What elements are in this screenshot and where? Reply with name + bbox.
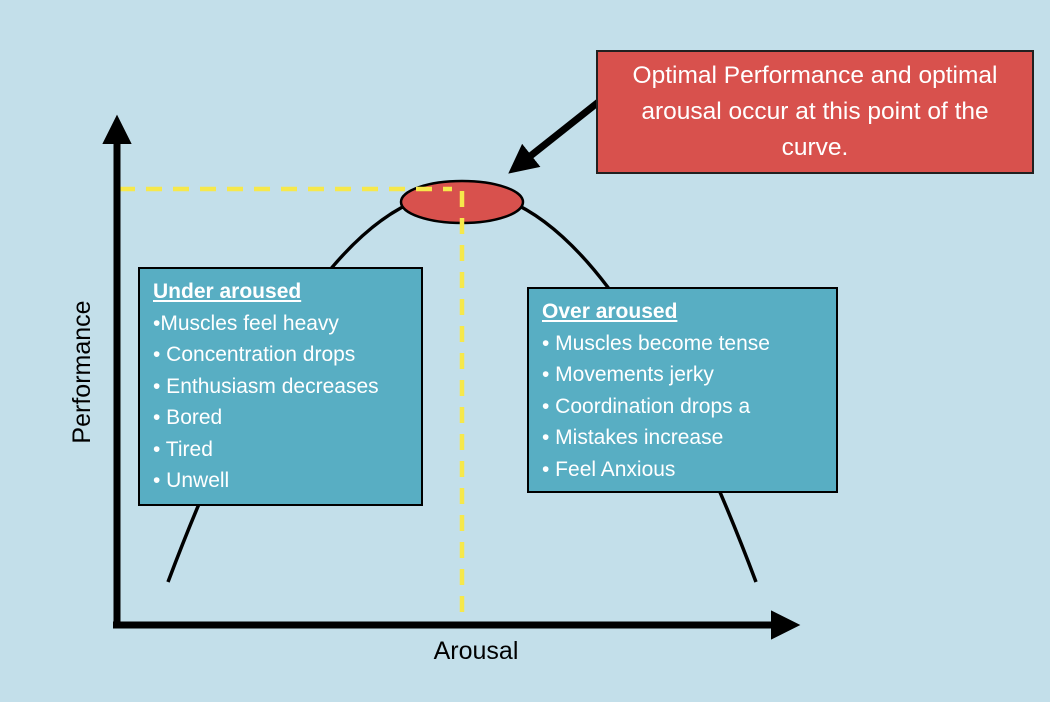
under-aroused-item: •Muscles feel heavy [153,311,339,335]
under-aroused-item: • Unwell [153,469,230,492]
optimal-performance-callout: Optimal Performance and optimal arousal … [596,50,1034,174]
over-aroused-item: • Coordination drops a [542,394,751,418]
over-aroused-item: • Mistakes increase [542,426,724,449]
under-aroused-item: • Tired [153,437,213,461]
callout-arrow [508,97,604,174]
y-axis-label: Performance [68,300,96,444]
under-aroused-title: Under aroused [153,280,302,303]
over-aroused-item: • Muscles become tense [542,331,770,355]
x-axis-label: Arousal [433,637,519,665]
over-aroused-title: Over aroused [542,300,678,323]
under-aroused-item: • Concentration drops [153,343,356,366]
optimal-performance-callout-text: Optimal Performance and optimal arousal … [632,62,998,161]
over-aroused-item: • Feel Anxious [542,457,676,481]
under-aroused-box: Under aroused •Muscles feel heavy • Conc… [138,267,423,506]
under-aroused-item: • Bored [153,406,223,429]
over-aroused-item: • Movements jerky [542,363,714,386]
over-aroused-box: Over aroused • Muscles become tense • Mo… [527,287,838,493]
under-aroused-item: • Enthusiasm decreases [153,374,379,398]
